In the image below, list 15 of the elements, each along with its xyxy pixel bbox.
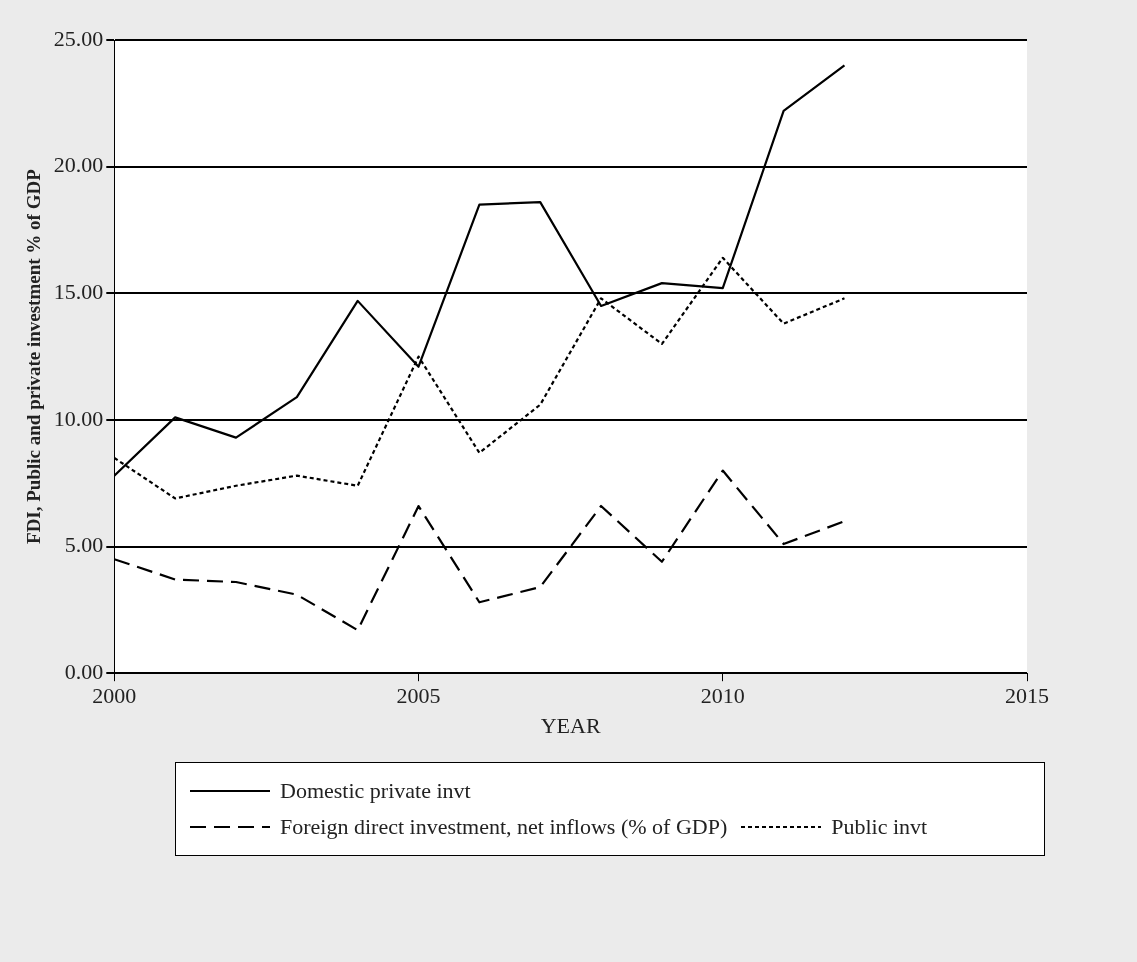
y-axis-title: FDI, Public and private investment % of GDP bbox=[23, 168, 45, 544]
x-tick-label: 2010 bbox=[700, 683, 745, 709]
x-tick-label: 2015 bbox=[1005, 683, 1049, 709]
legend-label: Domestic private invt bbox=[280, 778, 471, 804]
y-tick-label: 20.00 bbox=[53, 152, 104, 178]
y-tick-label: 15.00 bbox=[53, 279, 104, 305]
x-tick-label: 2000 bbox=[92, 683, 137, 709]
y-tick-label: 0.00 bbox=[64, 658, 104, 684]
x-tick-label: 2005 bbox=[396, 683, 441, 709]
y-tick-label: 10.00 bbox=[53, 405, 104, 431]
legend-label: Foreign direct investment, net inflows (% of GDP) bbox=[280, 814, 728, 840]
y-tick-label: 5.00 bbox=[64, 532, 104, 558]
y-tick-label: 25.00 bbox=[53, 25, 104, 51]
x-axis-title: YEAR bbox=[540, 712, 601, 738]
legend-label: Public invt bbox=[831, 814, 928, 840]
